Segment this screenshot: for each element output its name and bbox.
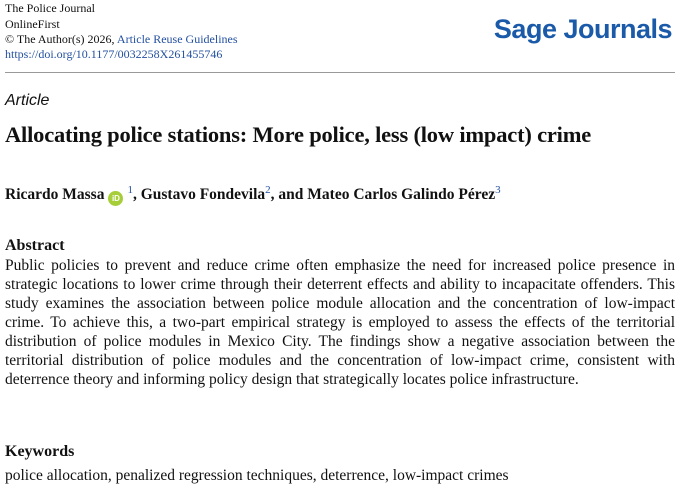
copyright: © The Author(s) 2026, — [5, 32, 115, 46]
orcid-icon[interactable]: iD — [108, 191, 124, 207]
author-name[interactable]: Ricardo Massa — [5, 186, 105, 204]
copyright-line: © The Author(s) 2026, Article Reuse Guid… — [5, 32, 238, 47]
edition: OnlineFirst — [5, 17, 60, 31]
journal-name: The Police Journal — [5, 1, 95, 15]
keywords-heading: Keywords — [5, 443, 75, 460]
affiliation[interactable]: 3 — [495, 184, 501, 196]
author-list: Ricardo Massa iD1, Gustavo Fondevila2, an… — [5, 184, 501, 207]
article-title: Allocating police stations: More police,… — [5, 122, 592, 147]
author-name[interactable]: Mateo Carlos Galindo Pérez — [307, 186, 496, 204]
divider — [5, 72, 675, 73]
article-type: Article — [5, 92, 50, 109]
keywords-text: police allocation, penalized regression … — [5, 467, 509, 484]
abstract-text: Public policies to prevent and reduce cr… — [5, 257, 675, 388]
affiliation[interactable]: 1 — [127, 184, 133, 196]
affiliation[interactable]: 2 — [265, 184, 271, 196]
separator: , and — [270, 186, 304, 204]
abstract-heading: Abstract — [5, 237, 65, 254]
author-name[interactable]: Gustavo Fondevila — [140, 186, 266, 204]
doi-link[interactable]: https://doi.org/10.1177/0032258X26145574… — [5, 47, 223, 61]
separator: , — [132, 186, 137, 204]
publisher-logo[interactable]: Sage Journals — [493, 14, 673, 44]
reuse-link[interactable]: Article Reuse Guidelines — [116, 32, 238, 46]
